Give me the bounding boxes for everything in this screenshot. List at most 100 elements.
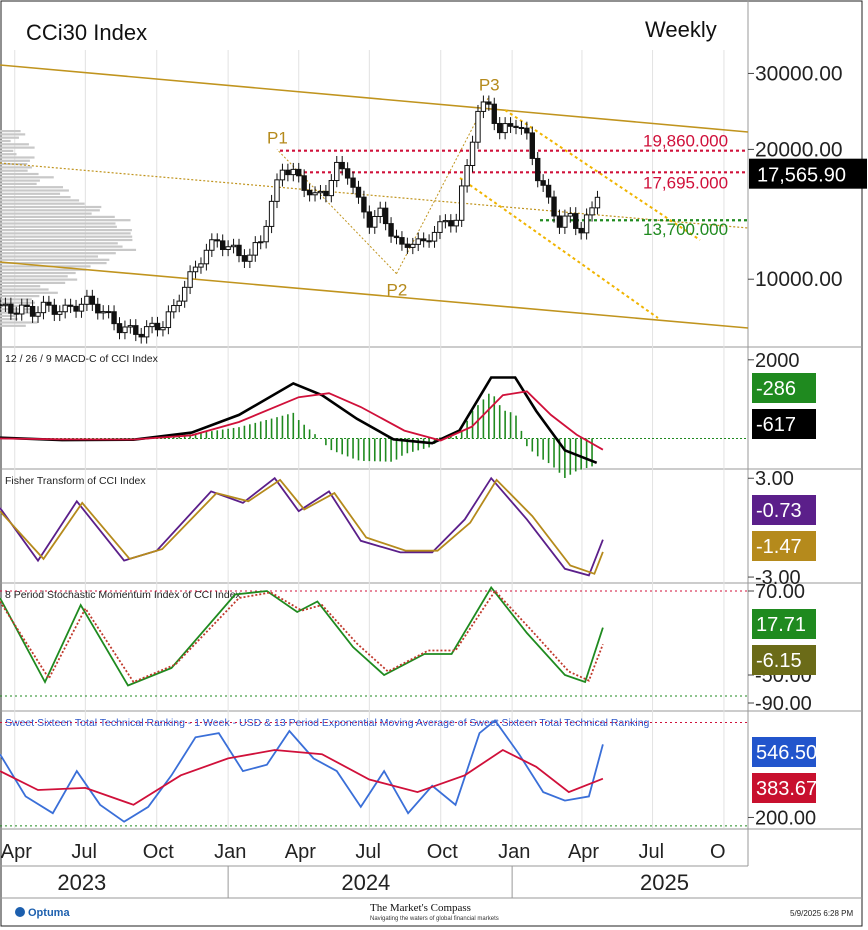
candle-body [344,168,351,179]
candle-body [263,225,269,243]
volume-profile-bar [0,229,132,232]
candle-body [301,175,307,191]
down-channel-lower [459,177,659,319]
volume-profile-bar [0,298,32,301]
candle-body [241,255,248,262]
volume-profile-bar [0,235,133,238]
candle-body [491,103,497,124]
volume-profile-bar [0,182,37,185]
candle-body [95,303,101,314]
volume-profile-bar [0,179,40,182]
candle-body [366,211,373,228]
candle-body [268,200,275,227]
volume-profile-bar [0,156,35,159]
candle-body [323,190,329,197]
volume-profile-bar [0,176,54,179]
candle-body [154,322,161,331]
volume-profile-bar [0,199,80,202]
candle-body [219,240,226,250]
y-tick-label: -90.00 [755,693,812,715]
readout-value: -617 [756,414,796,436]
series-line-3-1 [0,589,604,684]
y-tick-label: 3.00 [755,468,794,490]
candle-body [497,122,503,134]
y-tick-label: -3.00 [755,567,801,589]
candle-body [437,221,443,233]
optuma-logo-icon [15,907,25,917]
panel-title: 8 Period Stochastic Momentum Index of CC… [5,589,242,601]
candle-body [160,327,166,331]
volume-profile-bar [0,133,26,136]
y-tick-label: 200.00 [755,807,816,829]
footer-tagline: Navigating the waters of global financia… [370,916,499,922]
volume-profile-bar [0,219,131,222]
candle-body [225,246,231,250]
volume-profile-bar [0,281,66,284]
x-tick-label: Jul [639,841,665,863]
volume-profile-bar [0,149,14,152]
volume-profile-bar [0,304,30,308]
y-tick-label: 20000.00 [755,138,843,161]
candle-body [350,177,356,188]
candle-body [198,263,204,268]
readout-box [752,409,816,439]
volume-profile-bar [0,189,69,192]
x-tick-label: Jul [71,841,97,863]
volume-profile-bar [0,238,133,242]
volume-profile [0,130,137,327]
level-label: 19,860.000 [643,132,728,151]
series-line-4-0 [0,719,604,823]
candle-body [19,304,25,315]
volume-profile-bar [0,169,28,172]
volume-profile-bar [0,153,17,156]
footer-logo: Optuma [28,907,70,919]
candle-body [551,196,557,217]
candle-body [312,192,318,196]
last-price-value: 17,565.90 [757,165,846,187]
y-tick-label: 70.00 [755,581,805,603]
volume-profile-bar [0,209,100,212]
volume-profile-bar [0,166,32,169]
readout-box [752,737,816,767]
x-tick-label: Jan [214,841,246,863]
candle-body [453,219,459,227]
candle-body [143,326,150,338]
candle-body [62,304,68,313]
series-line-2-1 [0,478,604,575]
volume-profile-bar [0,192,61,195]
candle-body [545,184,552,198]
level-label: 13,700.000 [643,220,728,239]
readout-box [752,373,816,403]
candle-body [518,127,525,130]
footer-timestamp: 5/9/2025 6:28 PM [790,909,853,918]
candle-body [382,207,389,225]
candle-body [540,180,546,186]
candle-body [2,303,9,306]
pivot-label: P3 [479,76,500,95]
candle-body [578,227,584,234]
candle-body [203,249,210,265]
volume-profile-bar [0,318,18,321]
candle-body [594,196,601,209]
candle-body [116,323,123,334]
candle-body [296,168,302,177]
readout-value: 546.50 [756,742,817,764]
series-line-3-0 [0,585,604,687]
candle-body [149,322,155,328]
candle-body [29,305,36,317]
year-label: 2025 [640,870,689,895]
volume-profile-bar [0,271,76,275]
candle-body [399,237,405,245]
volume-profile-bar [0,212,92,215]
candle-body [138,333,144,338]
volume-profile-bar [0,285,41,288]
candle-body [410,243,416,248]
volume-profile-bar [0,275,68,278]
candle-body [247,254,253,262]
timeframe-label: Weekly [645,17,717,42]
x-tick-label: Oct [143,841,175,863]
candle-body [13,312,19,315]
panel-title: Fisher Transform of CCI Index [5,475,146,487]
year-label: 2023 [57,870,106,895]
candle-body [192,266,199,273]
